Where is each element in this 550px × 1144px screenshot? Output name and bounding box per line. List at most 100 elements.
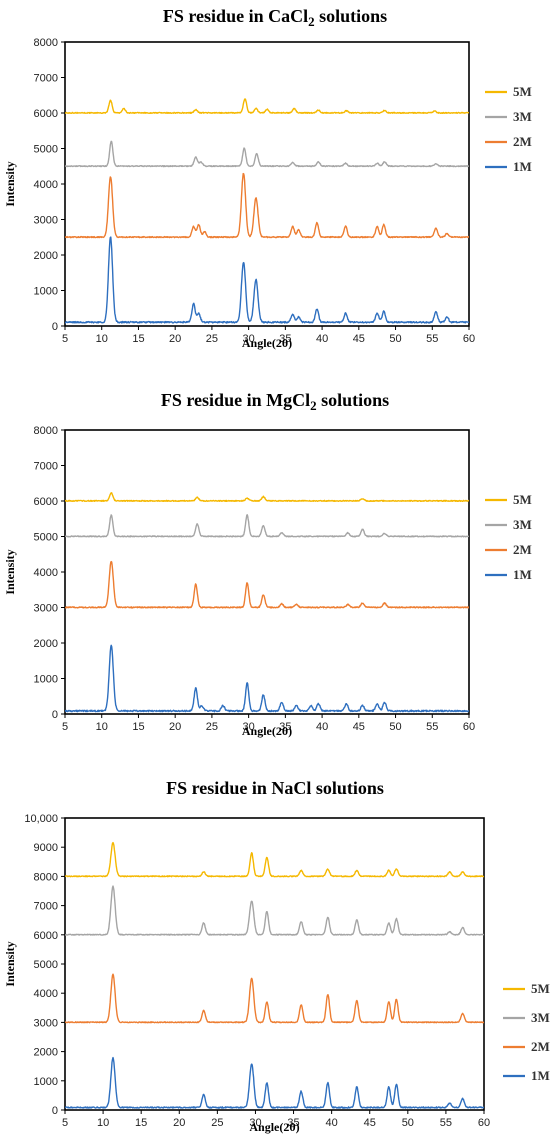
series-line-1m (65, 1056, 484, 1109)
x-tick-label: 20 (173, 1117, 185, 1129)
series-line-3m (65, 885, 484, 936)
x-tick-label: 35 (287, 1117, 299, 1129)
x-tick-label: 50 (389, 333, 401, 345)
series-line-1m (65, 236, 469, 324)
y-axis-label: Intensity (3, 161, 17, 206)
y-tick-label: 5000 (34, 532, 58, 544)
series-line-5m (65, 492, 469, 503)
x-tick-label: 55 (426, 721, 438, 733)
y-tick-label: 0 (52, 321, 58, 333)
y-tick-label: 7000 (34, 901, 58, 913)
x-tick-label: 15 (132, 333, 144, 345)
y-tick-label: 7000 (34, 73, 58, 85)
y-tick-label: 5000 (34, 959, 58, 971)
y-tick-label: 1000 (34, 286, 58, 298)
x-tick-label: 10 (97, 1117, 109, 1129)
y-tick-label: 0 (52, 1105, 58, 1117)
x-tick-label: 15 (135, 1117, 147, 1129)
x-tick-label: 45 (353, 333, 365, 345)
y-axis-label: Intensity (3, 941, 17, 986)
chart-svg: FS residue in CaCl2 solutions 0 1000 2000 30… (3, 6, 532, 350)
legend-label: 2M (513, 542, 532, 557)
legend-label: 1M (513, 159, 532, 174)
legend-label: 1M (531, 1068, 550, 1083)
chart-svg: FS residue in NaCl solutions 0 1000 2000 300… (3, 778, 550, 1134)
legend-label: 5M (531, 981, 550, 996)
y-tick-label: 6000 (34, 496, 58, 508)
chart-panel-nacl: FS residue in NaCl solutions 0 1000 2000 300… (0, 764, 550, 1144)
plot-area (64, 429, 470, 715)
x-tick-label: 45 (364, 1117, 376, 1129)
x-tick-label: 25 (211, 1117, 223, 1129)
x-tick-label: 25 (206, 721, 218, 733)
x-tick-label: 40 (326, 1117, 338, 1129)
legend-label: 5M (513, 492, 532, 507)
x-axis-label: Angle(2θ) (242, 724, 292, 738)
plot-area (64, 41, 470, 327)
series-line-5m (65, 98, 469, 115)
y-tick-label: 8000 (34, 425, 58, 437)
chart-panel-cacl2: FS residue in CaCl2 solutions 0 1000 2000 30… (0, 0, 550, 380)
x-tick-label: 50 (389, 721, 401, 733)
x-tick-label: 5 (62, 1117, 68, 1129)
y-tick-label: 1000 (34, 674, 58, 686)
plot-area (64, 817, 485, 1111)
x-tick-label: 30 (243, 721, 255, 733)
x-tick-label: 40 (316, 333, 328, 345)
legend-label: 1M (513, 567, 532, 582)
x-tick-label: 30 (249, 1117, 261, 1129)
x-tick-label: 10 (96, 721, 108, 733)
x-axis-label: Angle(2θ) (249, 1120, 299, 1134)
y-tick-label: 2000 (34, 250, 58, 262)
series-line-1m (65, 644, 469, 713)
chart-svg: FS residue in MgCl2 solutions 0 1000 2000 30… (3, 390, 532, 738)
y-tick-label: 2000 (34, 1047, 58, 1059)
y-tick-label: 8000 (34, 37, 58, 49)
y-tick-label: 1000 (34, 1076, 58, 1088)
x-tick-label: 5 (62, 333, 68, 345)
x-tick-label: 60 (478, 1117, 490, 1129)
x-axis-label: Angle(2θ) (242, 336, 292, 350)
x-tick-label: 10 (96, 333, 108, 345)
y-tick-label: 8000 (34, 871, 58, 883)
x-tick-label: 50 (402, 1117, 414, 1129)
x-tick-label: 20 (169, 721, 181, 733)
legend-label: 3M (513, 109, 532, 124)
x-tick-label: 60 (463, 333, 475, 345)
y-tick-label: 6000 (34, 108, 58, 120)
legend-label: 3M (531, 1010, 550, 1025)
y-tick-label: 9000 (34, 842, 58, 854)
x-tick-label: 35 (279, 721, 291, 733)
y-tick-label: 3000 (34, 1017, 58, 1029)
y-tick-label: 10,000 (24, 813, 58, 825)
x-tick-label: 40 (316, 721, 328, 733)
x-tick-label: 35 (279, 333, 291, 345)
chart-panel-mgcl2: FS residue in MgCl2 solutions 0 1000 2000 30… (0, 382, 550, 762)
x-tick-label: 25 (206, 333, 218, 345)
y-tick-label: 2000 (34, 638, 58, 650)
x-tick-label: 20 (169, 333, 181, 345)
y-axis-label: Intensity (3, 549, 17, 594)
legend-label: 3M (513, 517, 532, 532)
y-tick-label: 3000 (34, 215, 58, 227)
x-tick-label: 55 (426, 333, 438, 345)
y-tick-label: 4000 (34, 179, 58, 191)
y-tick-label: 6000 (34, 930, 58, 942)
series-line-5m (65, 841, 484, 878)
y-tick-label: 0 (52, 709, 58, 721)
series-line-2m (65, 560, 469, 609)
y-tick-label: 4000 (34, 567, 58, 579)
y-tick-label: 4000 (34, 988, 58, 1000)
y-tick-label: 7000 (34, 461, 58, 473)
series-line-3m (65, 140, 469, 168)
y-tick-label: 3000 (34, 603, 58, 615)
chart-title: FS residue in MgCl2 solutions (161, 390, 389, 413)
series-line-2m (65, 172, 469, 239)
legend-label: 2M (513, 134, 532, 149)
chart-title: FS residue in CaCl2 solutions (163, 6, 387, 29)
x-tick-label: 30 (243, 333, 255, 345)
chart-title: FS residue in NaCl solutions (166, 778, 384, 798)
legend-label: 5M (513, 84, 532, 99)
legend-label: 2M (531, 1039, 550, 1054)
y-tick-label: 5000 (34, 144, 58, 156)
